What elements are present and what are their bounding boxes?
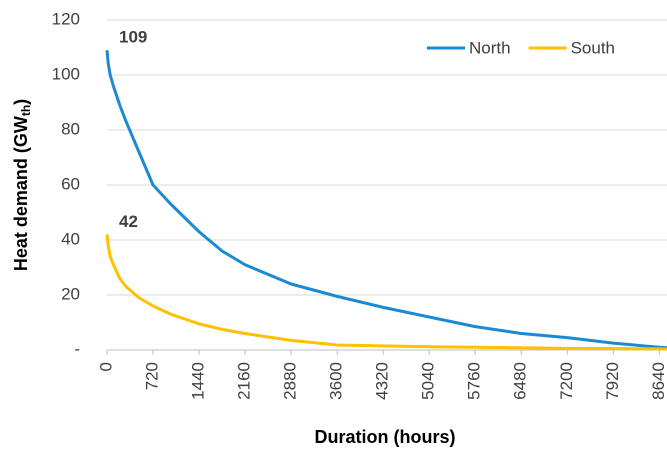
x-tick-label: 0 [96, 362, 115, 371]
data-label: 109 [119, 28, 147, 47]
x-tick-label: 7920 [603, 362, 622, 400]
x-tick-label: 720 [143, 362, 162, 390]
y-axis-title: Heat demand (GWth) [11, 99, 33, 271]
x-tick-label: 2160 [235, 362, 254, 400]
x-tick-label: 3600 [327, 362, 346, 400]
legend-label: South [571, 38, 615, 57]
x-tick-label: 6480 [511, 362, 530, 400]
x-axis-title: Duration (hours) [315, 427, 456, 447]
series-line [105, 50, 667, 350]
y-tick-label: 120 [52, 9, 80, 28]
legend-item: South [528, 38, 615, 57]
x-tick-label: 2880 [281, 362, 300, 400]
y-tick-label: 20 [61, 284, 80, 303]
y-axis-title-main: Heat demand (GW [11, 116, 31, 271]
x-tick-label: 7200 [557, 362, 576, 400]
y-tick-label: 60 [61, 174, 80, 193]
x-tick-label: 4320 [373, 362, 392, 400]
y-tick-label: 80 [61, 119, 80, 138]
series-line [105, 234, 667, 351]
y-tick-label: 100 [52, 64, 80, 83]
x-tick-label: 5760 [465, 362, 484, 400]
data-label: 42 [119, 212, 138, 231]
y-tick-label: 40 [61, 229, 80, 248]
y-tick-label: - [74, 339, 80, 358]
legend-label: North [469, 38, 511, 57]
x-tick-label: 5040 [419, 362, 438, 400]
x-tick-label: 8640 [649, 362, 667, 400]
legend-item: North [427, 38, 511, 57]
y-axis-title-end: ) [11, 99, 31, 105]
x-tick-label: 1440 [189, 362, 208, 400]
y-axis-title-sub: th [19, 105, 33, 116]
